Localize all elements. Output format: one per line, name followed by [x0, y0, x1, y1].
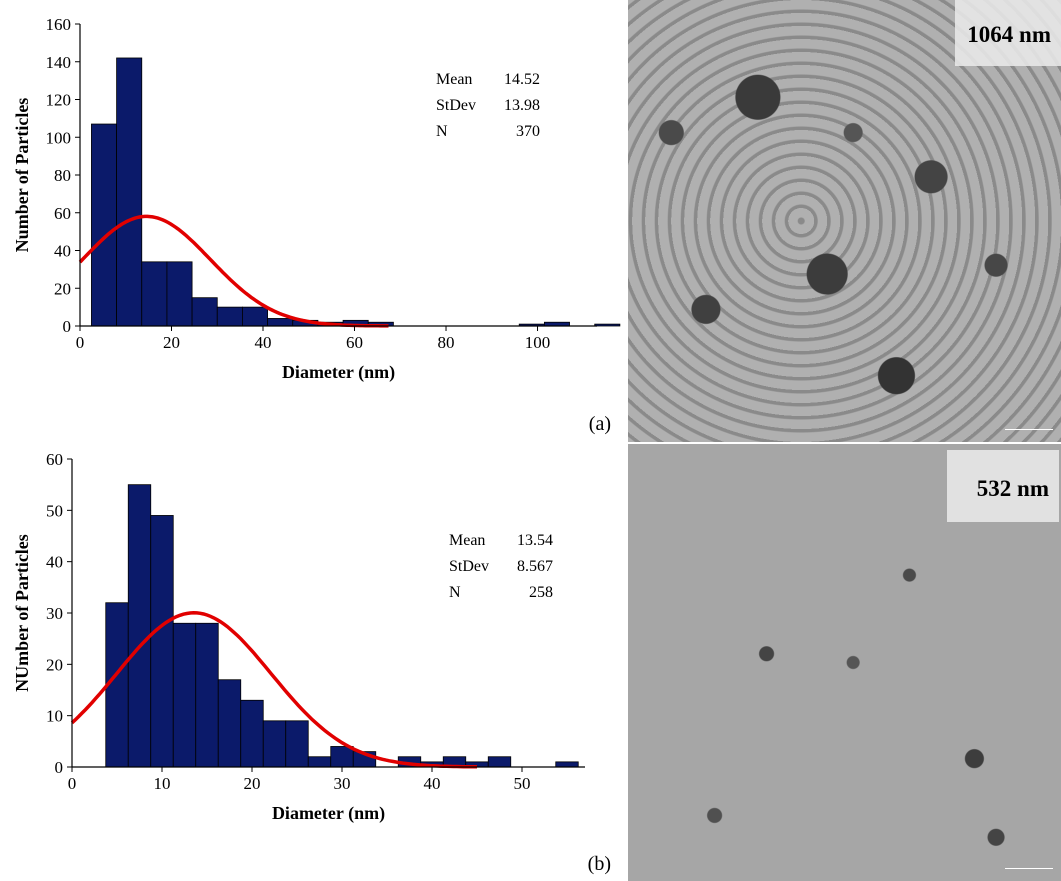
stat-value: 258 [529, 584, 553, 601]
normal-fit-curve [70, 611, 477, 769]
histogram-chart-b: 0 10 20 30 40 50 0 10 20 30 40 50 60 Diameter (nm) NUm… [12, 450, 611, 875]
stat-value: 13.98 [504, 97, 540, 114]
stat-label: Mean [436, 71, 472, 88]
x-tick-label: 20 [244, 774, 261, 793]
tem-image-532nm: 532 nm [628, 444, 1061, 881]
histogram-bar [307, 756, 332, 768]
y-tick-label: 60 [46, 450, 63, 469]
y-tick-label: 160 [46, 15, 72, 34]
stat-value: 13.54 [517, 532, 553, 549]
y-tick-label: 80 [54, 166, 71, 185]
histogram-bar [172, 622, 197, 768]
histogram-bar [240, 699, 264, 768]
histogram-bar [487, 756, 512, 768]
x-tick-label: 100 [525, 333, 551, 352]
x-tick-label: 60 [346, 333, 363, 352]
x-tick-label: 20 [163, 333, 180, 352]
stat-label: StDev [436, 97, 476, 114]
stat-value: 14.52 [504, 71, 540, 88]
stat-label: StDev [449, 558, 489, 575]
histogram-bar [166, 261, 193, 327]
tem-image-1064nm: 1064 nm [628, 0, 1061, 442]
x-tick-label: 0 [68, 774, 77, 793]
y-tick-label: 0 [55, 758, 64, 777]
histogram-bar [267, 318, 294, 327]
panel-label: (b) [588, 853, 611, 875]
y-tick-label: 120 [46, 91, 72, 110]
histogram-bar [555, 761, 579, 768]
stat-label: N [449, 584, 461, 601]
histogram-bar [594, 323, 621, 327]
y-tick-label: 40 [54, 242, 71, 261]
histogram-bar [217, 679, 242, 768]
histogram-bar [91, 123, 118, 327]
histogram-bar [330, 746, 354, 768]
scale-bar [1005, 429, 1053, 436]
y-tick-label: 30 [46, 604, 63, 623]
y-tick-label: 20 [54, 279, 71, 298]
histogram-bar [242, 306, 268, 327]
stat-value: 370 [516, 123, 540, 140]
x-tick-label: 80 [438, 333, 455, 352]
x-axis-title: Diameter (nm) [272, 803, 385, 824]
y-tick-label: 40 [46, 553, 63, 572]
y-tick-label: 20 [46, 655, 63, 674]
scale-bar [1005, 868, 1053, 875]
y-tick-label: 10 [46, 707, 63, 726]
stat-label: Mean [449, 532, 485, 549]
stat-value: 8.567 [517, 558, 553, 575]
histogram-bar [195, 622, 219, 768]
histogram-bar [127, 484, 152, 768]
normal-fit-curve [78, 214, 389, 328]
histogram-chart-a: 0 20 40 60 80 100 0 20 40 60 80 100 120 140 160 Diamete… [12, 15, 621, 435]
x-tick-label: 30 [334, 774, 351, 793]
tem-label-1064nm: 1064 nm [955, 0, 1061, 66]
y-tick-label: 140 [46, 53, 72, 72]
panel-label: (a) [589, 413, 611, 435]
y-tick-label: 0 [63, 317, 72, 336]
y-axis-title: Number of Particles [12, 98, 32, 253]
histogram-bar [216, 306, 243, 327]
y-tick-label: 50 [46, 501, 63, 520]
y-axis-title: NUmber of Particles [12, 534, 32, 692]
tem-label-532nm: 532 nm [946, 450, 1059, 522]
histogram-bar [116, 57, 143, 327]
x-axis-title: Diameter (nm) [282, 362, 395, 383]
x-tick-label: 50 [514, 774, 531, 793]
histogram-bar [150, 515, 174, 768]
histogram-bar [262, 720, 287, 768]
histogram-bar [285, 720, 309, 768]
x-tick-label: 40 [424, 774, 441, 793]
stat-label: N [436, 123, 448, 140]
y-tick-label: 60 [54, 204, 71, 223]
x-tick-label: 0 [76, 333, 85, 352]
x-tick-label: 10 [154, 774, 171, 793]
y-tick-label: 100 [46, 128, 72, 147]
x-tick-label: 40 [255, 333, 272, 352]
histogram-bar [141, 261, 168, 327]
histogram-bar [191, 297, 218, 327]
